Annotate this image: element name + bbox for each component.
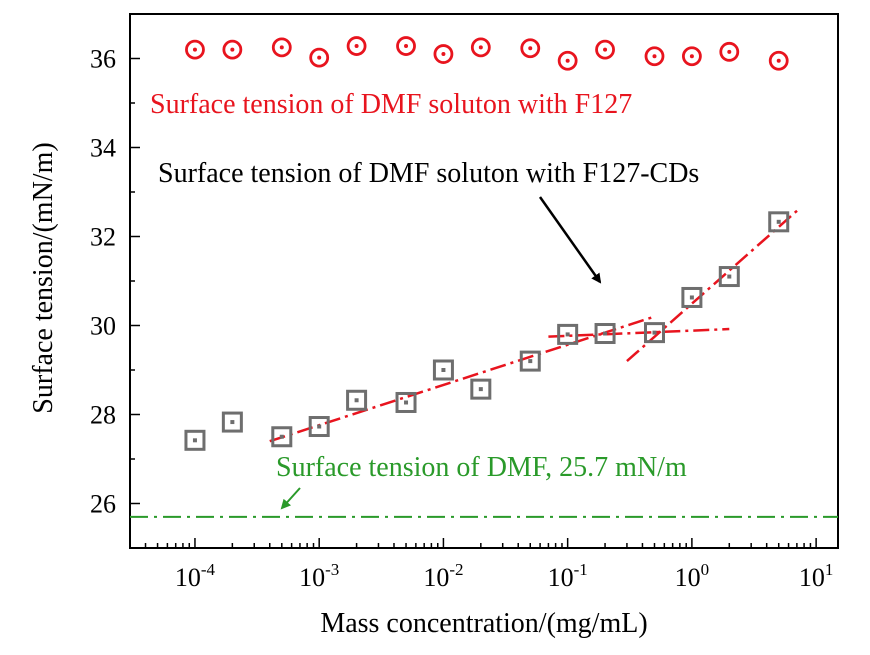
f127_cds-point bbox=[519, 350, 541, 372]
f127_cds-point bbox=[681, 286, 703, 308]
f127_cds-point bbox=[768, 211, 790, 233]
y-tick-label: 26 bbox=[90, 490, 116, 519]
x-tick-label: 10-1 bbox=[548, 560, 588, 592]
x-tick-label: 100 bbox=[675, 560, 710, 592]
fit-line-3 bbox=[626, 206, 802, 363]
f127_cds-point bbox=[557, 323, 579, 345]
f127-point bbox=[309, 47, 330, 68]
fit-line-1 bbox=[269, 315, 655, 443]
f127-point bbox=[557, 50, 578, 71]
f127-point bbox=[185, 39, 205, 60]
dmf-arrow bbox=[280, 487, 301, 510]
f127_cds-point bbox=[346, 389, 368, 411]
f127_cds-point bbox=[432, 359, 454, 381]
f127_cds-point bbox=[643, 322, 665, 344]
f127_cds-point bbox=[221, 411, 243, 433]
f127-point bbox=[768, 50, 789, 71]
f127-annotation: Surface tension of DMF soluton with F127 bbox=[150, 89, 632, 120]
x-tick-label: 10-4 bbox=[175, 560, 216, 592]
x-tick-label: 10-2 bbox=[423, 560, 463, 592]
f127_cds-point bbox=[718, 266, 740, 288]
f127-cds-arrow bbox=[538, 196, 602, 284]
dmf-annotation: Surface tension of DMF, 25.7 mN/m bbox=[276, 452, 687, 483]
y-tick-label: 30 bbox=[90, 312, 116, 341]
f127-point bbox=[433, 44, 454, 64]
f127_cds-point bbox=[308, 416, 330, 438]
y-tick-label: 28 bbox=[90, 401, 116, 430]
y-tick-label: 36 bbox=[90, 45, 116, 74]
f127-point bbox=[222, 39, 243, 60]
f127-point bbox=[396, 36, 416, 56]
f127-point bbox=[470, 37, 491, 58]
f127-cds-annotation: Surface tension of DMF soluton with F127… bbox=[158, 158, 699, 189]
f127_cds-point bbox=[395, 391, 417, 413]
f127-point bbox=[644, 46, 665, 67]
f127_cds-point bbox=[271, 426, 293, 448]
y-tick-label: 34 bbox=[90, 134, 116, 163]
f127-point bbox=[346, 36, 367, 56]
f127-point bbox=[595, 39, 615, 60]
f127-point bbox=[719, 41, 740, 62]
y-tick-label: 32 bbox=[90, 223, 116, 252]
f127-point bbox=[520, 38, 541, 59]
f127_cds-point bbox=[470, 378, 492, 400]
f127_cds-point bbox=[594, 323, 616, 345]
f127_cds-point bbox=[184, 429, 206, 451]
fit-line-2 bbox=[548, 327, 730, 338]
y-axis-title: Surface tension/(mN/m) bbox=[28, 142, 59, 413]
x-tick-label: 101 bbox=[799, 560, 834, 592]
f127-point bbox=[271, 37, 292, 58]
x-tick-label: 10-3 bbox=[299, 560, 339, 592]
f127-point bbox=[681, 46, 702, 67]
x-axis-title: Mass concentration/(mg/mL) bbox=[320, 608, 647, 639]
